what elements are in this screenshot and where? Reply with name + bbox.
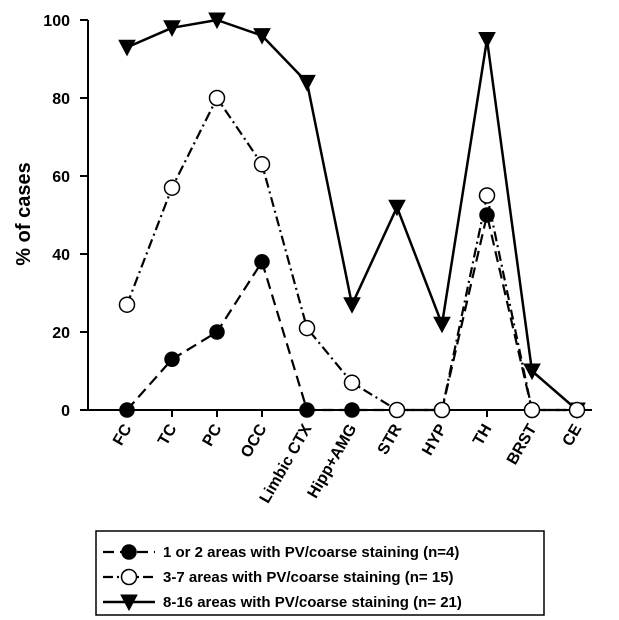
series-2-point: [208, 89, 226, 107]
x-tick-label: HYP: [419, 421, 450, 458]
series-3-point: [118, 39, 136, 57]
y-axis-title: % of cases: [13, 162, 35, 265]
series-2-point: [568, 401, 586, 419]
series-3-point: [478, 32, 496, 49]
series-3-point: [523, 363, 541, 381]
legend-marker: [120, 568, 138, 586]
x-tick-label: TC: [155, 421, 181, 448]
series-1-line: [126, 213, 577, 412]
x-tick-label: PC: [200, 421, 226, 449]
series-2-point: [253, 156, 271, 173]
y-tick-label: 80: [52, 91, 70, 108]
series-3-point: [388, 199, 406, 217]
series-1-point: [299, 402, 315, 418]
y-axis-ticks: 0 20 40 60 80 100: [43, 13, 88, 420]
y-tick-label: 100: [43, 13, 70, 30]
series-3-point: [343, 297, 361, 314]
series-2-point: [523, 401, 541, 419]
series-3-point: [433, 316, 451, 334]
legend-label: 8-16 areas with PV/coarse staining (n= 2…: [163, 594, 462, 611]
series-3: [118, 12, 586, 420]
y-tick-label: 0: [61, 403, 70, 420]
legend-entry-1: 1 or 2 areas with PV/coarse staining (n=…: [103, 544, 459, 561]
x-tick-label: TH: [470, 422, 495, 449]
series-layer: [118, 12, 586, 420]
series-1-point: [119, 402, 135, 418]
series-1-point: [209, 324, 225, 340]
series-2-point: [478, 187, 496, 204]
series-2-point: [343, 374, 361, 391]
x-tick-label: BRST: [504, 421, 541, 467]
legend-entry-3: 8-16 areas with PV/coarse staining (n= 2…: [103, 594, 462, 612]
series-1-point: [164, 351, 180, 368]
series-3-point: [163, 20, 181, 37]
y-tick-label: 60: [52, 169, 70, 186]
series-2: [118, 89, 586, 419]
legend: 1 or 2 areas with PV/coarse staining (n=…: [95, 530, 545, 616]
series-2-point: [163, 179, 181, 196]
series-2-line: [125, 96, 577, 412]
x-tick-label: CE: [560, 421, 586, 449]
x-tick-label: FC: [110, 421, 136, 448]
series-3-line: [126, 18, 578, 411]
legend-marker: [121, 544, 137, 560]
series-3-point: [253, 28, 271, 45]
series-2-point: [298, 319, 316, 337]
series-3-point: [208, 12, 226, 30]
series-1-point: [254, 254, 270, 270]
x-tick-label: STR: [375, 421, 406, 458]
legend-box: [95, 530, 545, 616]
series-2-point: [388, 401, 406, 419]
series-2-point: [433, 401, 451, 419]
series-2-point: [118, 296, 136, 313]
series-3-point: [298, 74, 316, 92]
legend-entry-2: 3-7 areas with PV/coarse staining (n= 15…: [103, 568, 454, 586]
y-tick-label: 20: [52, 325, 70, 342]
legend-marker: [120, 594, 138, 612]
legend-label: 1 or 2 areas with PV/coarse staining (n=…: [163, 544, 459, 561]
legend-label: 3-7 areas with PV/coarse staining (n= 15…: [163, 569, 454, 586]
y-tick-label: 40: [52, 247, 70, 264]
series-1-point: [344, 402, 360, 418]
x-tick-label: OCC: [238, 421, 271, 461]
